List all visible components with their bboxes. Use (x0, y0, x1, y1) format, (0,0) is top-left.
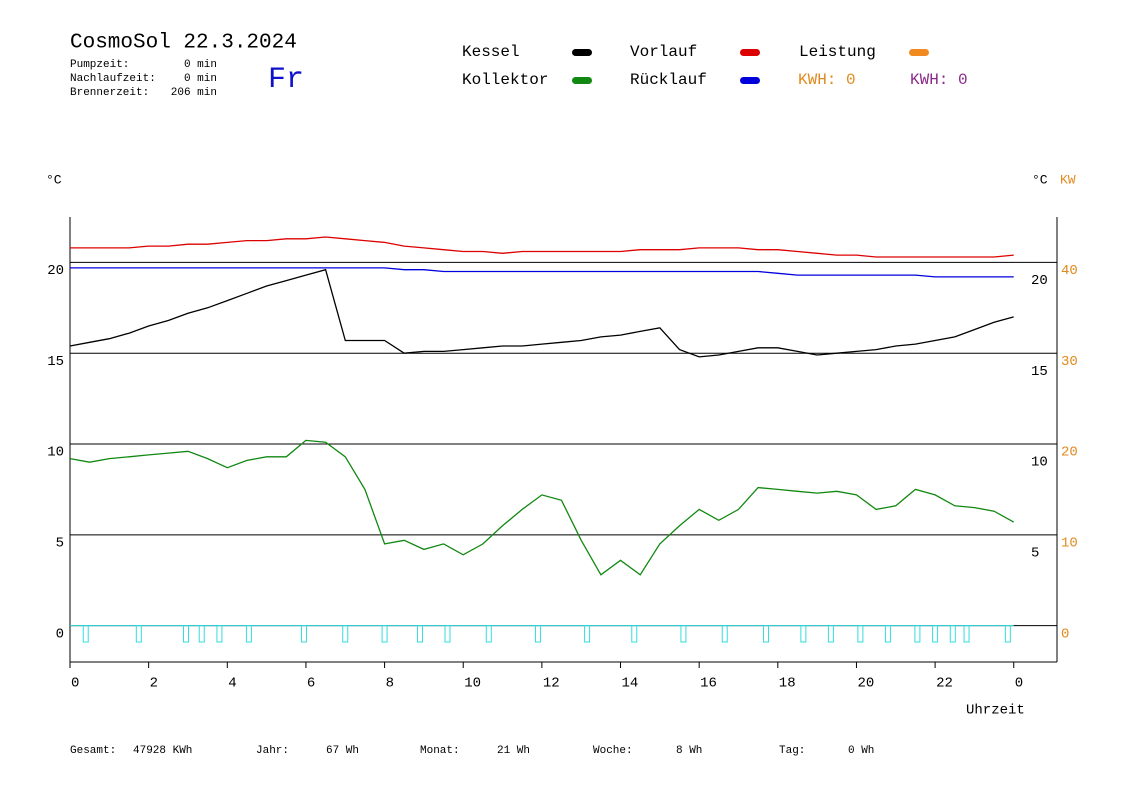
pump-pulse (721, 625, 728, 643)
legend-label: Rücklauf (630, 71, 707, 89)
pump-pulse (680, 625, 687, 643)
legend-label: Vorlauf (630, 43, 697, 61)
info-value: 0 min (184, 73, 217, 85)
pump-pulse (198, 625, 205, 643)
x-tick-label: 12 (543, 676, 560, 692)
x-tick-label: 6 (307, 676, 315, 692)
footer-label: Gesamt: (70, 745, 116, 757)
info-label: Pumpzeit: (70, 59, 129, 71)
footer-label: Woche: (593, 745, 633, 757)
y-tick-label: 5 (56, 536, 64, 552)
y-tick-label: 10 (47, 445, 64, 461)
kwh-label: KWH: 0 (798, 71, 856, 89)
info-value: 206 min (171, 87, 217, 99)
info-value: 0 min (184, 59, 217, 71)
pump-pulse (763, 625, 770, 643)
pump-pulse (342, 625, 349, 643)
x-tick-label: 10 (464, 676, 481, 692)
x-tick-label: 18 (779, 676, 796, 692)
weekday: Fr (268, 63, 304, 97)
pump-pulse (82, 625, 89, 643)
x-tick-label: 2 (150, 676, 158, 692)
pump-pulse (914, 625, 921, 643)
pump-pulse (932, 625, 939, 643)
kwh-label: KWH: 0 (910, 71, 968, 89)
x-tick-label: 14 (622, 676, 639, 692)
y-tick-label: 0 (56, 626, 64, 642)
legend-swatch (909, 49, 929, 56)
y2-tick-label: 0 (1061, 626, 1069, 642)
legend-swatch (572, 49, 592, 56)
pump-pulse (216, 625, 223, 643)
y-tick-label-right: 20 (1031, 273, 1048, 289)
info-label: Brennerzeit: (70, 87, 149, 99)
y2-tick-label: 10 (1061, 536, 1078, 552)
footer-label: Tag: (779, 745, 805, 757)
x-tick-label: 8 (386, 676, 394, 692)
pump-pulse (416, 625, 423, 643)
footer-value: 21 Wh (497, 745, 530, 757)
pump-pulse (827, 625, 834, 643)
x-tick-label: 20 (857, 676, 874, 692)
title: CosmoSol 22.3.2024 (70, 32, 297, 55)
legend-label: Kessel (462, 43, 520, 61)
x-tick-label: 16 (700, 676, 717, 692)
series-line (70, 236, 1014, 258)
pump-pulse (534, 625, 541, 643)
pump-pulse (1004, 625, 1011, 643)
y-tick-label: 15 (47, 354, 64, 370)
footer-label: Jahr: (256, 745, 289, 757)
legend-swatch (740, 49, 760, 56)
pump-pulse (857, 625, 864, 643)
series-line (70, 267, 1014, 278)
legend-label: Leistung (799, 43, 876, 61)
pump-pulse (183, 625, 190, 643)
info-label: Nachlaufzeit: (70, 73, 156, 85)
y2-tick-label: 40 (1061, 263, 1078, 279)
y-label-right: °C (1032, 172, 1048, 187)
y-tick-label: 20 (47, 263, 64, 279)
y2-tick-label: 20 (1061, 445, 1078, 461)
x-tick-label: 22 (936, 676, 953, 692)
y-tick-label-right: 5 (1031, 546, 1039, 562)
pump-pulse (300, 625, 307, 643)
y2-tick-label: 30 (1061, 354, 1078, 370)
y-label: °C (46, 172, 62, 187)
pump-pulse (949, 625, 956, 643)
pump-pulse (485, 625, 492, 643)
y2-label: KW (1060, 172, 1076, 187)
x-tick-label: 0 (71, 676, 79, 692)
pump-pulse (444, 625, 451, 643)
x-tick-label: 0 (1015, 676, 1023, 692)
y-tick-label-right: 10 (1031, 455, 1048, 471)
pump-pulse (800, 625, 807, 643)
footer-value: 8 Wh (676, 745, 702, 757)
footer-value: 67 Wh (326, 745, 359, 757)
pump-pulse (884, 625, 891, 643)
legend-swatch (572, 77, 592, 84)
pump-pulse (963, 625, 970, 643)
pump-pulse (584, 625, 591, 643)
footer-value: 0 Wh (848, 745, 874, 757)
pump-pulse (245, 625, 252, 643)
footer-label: Monat: (420, 745, 460, 757)
footer-value: 47928 KWh (133, 745, 192, 757)
pump-pulse (135, 625, 142, 643)
x-tick-label: 4 (228, 676, 236, 692)
series-line (69, 268, 1014, 358)
pump-pulse (631, 625, 638, 643)
series-line (69, 439, 1015, 576)
pump-pulse (381, 625, 388, 643)
legend-label: Kollektor (462, 71, 548, 89)
x-label: Uhrzeit (966, 703, 1025, 719)
y-tick-label-right: 15 (1031, 364, 1048, 380)
legend-swatch (740, 77, 760, 84)
